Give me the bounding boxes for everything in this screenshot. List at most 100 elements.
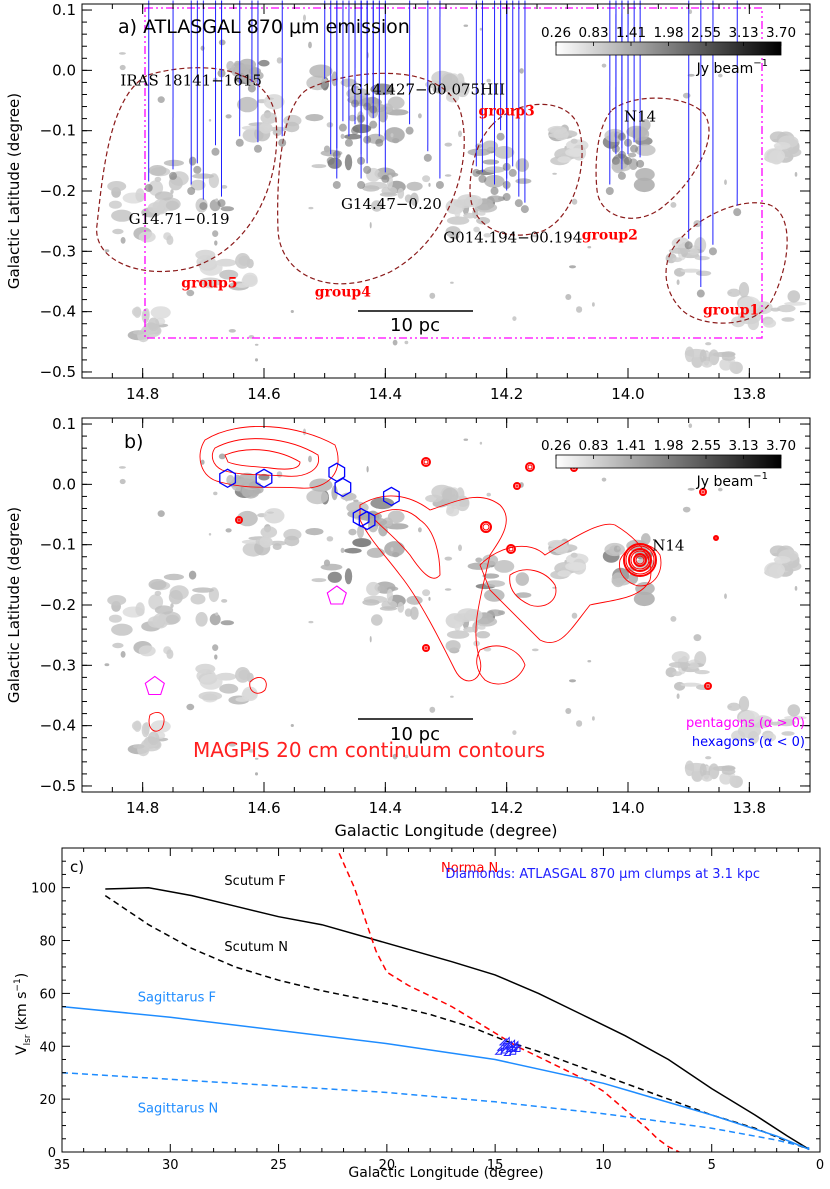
emission-speck-a bbox=[215, 198, 218, 201]
y-tick-label: −0.3 bbox=[40, 242, 76, 260]
clump-core bbox=[333, 181, 341, 189]
emission-patch-b bbox=[410, 607, 419, 620]
emission-speck-a bbox=[170, 189, 173, 194]
x-tick-label: 0 bbox=[816, 1158, 824, 1173]
group-label: group2 bbox=[582, 227, 638, 243]
emission-speck-b bbox=[487, 493, 491, 497]
emission-patch-b bbox=[380, 606, 397, 611]
clump-core bbox=[169, 172, 177, 180]
emission-speck-b bbox=[724, 593, 727, 599]
x-tick-label: 14.8 bbox=[126, 799, 159, 817]
emission-patch-b bbox=[109, 615, 122, 623]
emission-speck-a bbox=[450, 282, 454, 284]
emission-patch-b bbox=[689, 662, 699, 669]
y-tick-label: 20 bbox=[39, 1093, 56, 1108]
emission-speck-b bbox=[429, 707, 435, 713]
emission-patch-a bbox=[133, 307, 141, 318]
emission-patch-a bbox=[164, 160, 184, 166]
emission-speck-a bbox=[308, 42, 312, 49]
clump-core bbox=[218, 199, 226, 207]
emission-speck-b bbox=[688, 488, 695, 491]
clump-core bbox=[193, 166, 201, 174]
emission-speck-a bbox=[464, 25, 469, 27]
y-axis-label: Galactic Latitude (degree) bbox=[5, 93, 23, 289]
emission-speck-b bbox=[219, 454, 226, 460]
emission-patch-b bbox=[155, 605, 173, 614]
y-tick-label: 0.1 bbox=[52, 1, 76, 19]
emission-speck-b bbox=[705, 756, 711, 759]
clump-core bbox=[357, 181, 365, 189]
emission-patch-b bbox=[557, 570, 571, 577]
emission-patch-b bbox=[133, 721, 141, 732]
emission-patch-a bbox=[327, 122, 334, 127]
y-tick-label: −0.5 bbox=[40, 777, 76, 795]
emission-speck-b bbox=[464, 439, 469, 441]
emission-patch-b bbox=[148, 737, 157, 743]
emission-speck-a bbox=[221, 185, 227, 189]
clump-core bbox=[381, 175, 389, 183]
emission-speck-b bbox=[370, 636, 372, 642]
emission-speck-b bbox=[571, 553, 578, 558]
emission-speck-a bbox=[345, 83, 348, 88]
emission-patch-a bbox=[259, 122, 272, 133]
emission-patch-a bbox=[312, 164, 327, 168]
clump-core bbox=[436, 181, 444, 189]
emission-speck-a bbox=[212, 230, 218, 237]
emission-patch-a bbox=[155, 177, 162, 182]
y-tick-label: −0.5 bbox=[40, 363, 76, 381]
y-tick-label: −0.1 bbox=[40, 536, 76, 554]
emission-speck-b bbox=[105, 663, 110, 666]
emission-speck-b bbox=[170, 603, 173, 608]
clump-core bbox=[685, 241, 693, 249]
emission-patch-b bbox=[378, 586, 385, 592]
emission-patch-a bbox=[407, 182, 423, 191]
clump-core bbox=[606, 187, 614, 195]
emission-patch-a bbox=[243, 273, 258, 286]
colorbar-tick-label: 0.26 bbox=[541, 438, 571, 454]
series-label: Sagittarus F bbox=[138, 990, 216, 1005]
emission-speck-a bbox=[119, 52, 126, 55]
emission-speck-a bbox=[308, 207, 313, 209]
emission-patch-b bbox=[370, 498, 394, 510]
colorbar-tick-label: 1.98 bbox=[653, 25, 683, 41]
compact-source-ring-inner bbox=[425, 647, 427, 649]
x-tick-label: 14.6 bbox=[247, 799, 280, 817]
emission-patch-a bbox=[235, 253, 250, 269]
emission-speck-a bbox=[121, 237, 126, 244]
emission-speck-b bbox=[572, 613, 578, 619]
x-tick-label: 14.4 bbox=[369, 799, 402, 817]
source-label: G14.71−0.19 bbox=[129, 210, 230, 228]
emission-patch-b bbox=[672, 671, 682, 676]
clump-core bbox=[345, 139, 353, 147]
emission-patch-a bbox=[771, 308, 781, 312]
emission-speck-a bbox=[458, 131, 462, 138]
emission-patch-b bbox=[516, 572, 529, 586]
compact-source-ring-inner bbox=[528, 465, 532, 469]
emission-patch-a bbox=[155, 191, 173, 200]
emission-patch-b bbox=[475, 558, 482, 563]
colorbar-unit: Jy beam−1 bbox=[696, 58, 768, 77]
emission-speck-a bbox=[445, 143, 453, 147]
emission-patch-a bbox=[112, 229, 123, 234]
emission-patch-b bbox=[685, 761, 694, 777]
emission-speck-b bbox=[795, 586, 798, 591]
series-label: Scutum N bbox=[224, 940, 288, 955]
emission-patch-a bbox=[672, 257, 682, 262]
emission-patch-b bbox=[169, 590, 183, 604]
emission-patch-a bbox=[384, 127, 405, 143]
y-axis-label-sub: lsr bbox=[23, 1034, 33, 1045]
emission-patch-b bbox=[352, 538, 371, 547]
x-tick-label: 35 bbox=[54, 1158, 71, 1173]
x-tick-label: 14.8 bbox=[126, 385, 159, 403]
emission-patch-b bbox=[142, 723, 150, 738]
x-tick-label: 30 bbox=[162, 1158, 179, 1173]
emission-speck-a bbox=[428, 183, 430, 187]
emission-speck-a bbox=[105, 249, 110, 252]
emission-patch-b bbox=[362, 599, 379, 605]
emission-patch-b bbox=[700, 763, 707, 776]
source-label: N14 bbox=[624, 108, 656, 126]
emission-patch-a bbox=[612, 164, 631, 172]
